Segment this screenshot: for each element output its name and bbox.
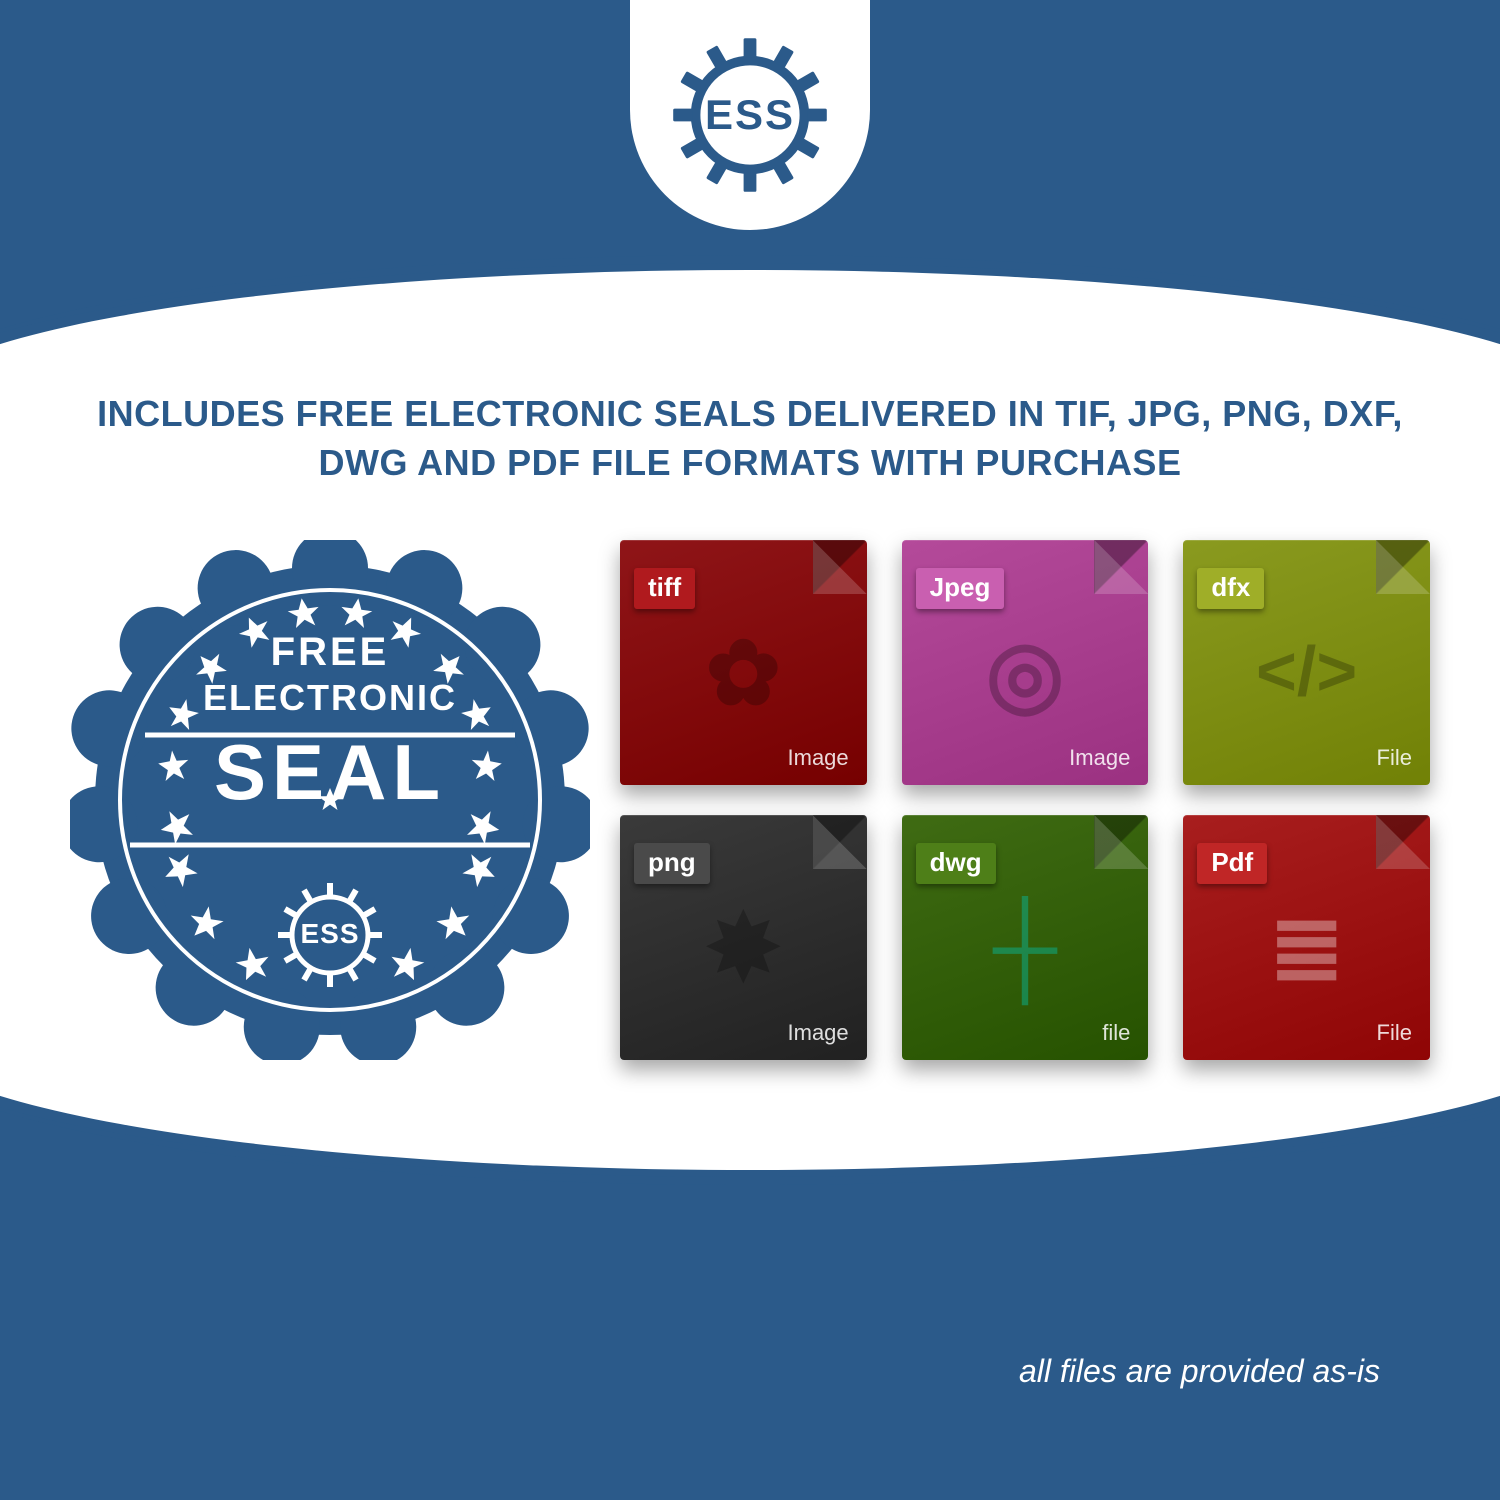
file-format-grid: tiff ✿ Image Jpeg ◎ Image dfx </> File p… — [620, 540, 1430, 1060]
file-icon-dwg: dwg ┼ file — [902, 815, 1149, 1060]
seal-text-block: FREE ELECTRONIC SEAL — [70, 630, 590, 818]
file-sub-label: file — [1102, 1020, 1130, 1046]
file-format-label: dwg — [916, 843, 996, 884]
seal-mini-gear-text: ESS — [70, 918, 590, 950]
file-fold-icon — [813, 540, 867, 594]
starburst-icon: ✸ — [706, 896, 781, 1001]
file-sub-label: Image — [788, 745, 849, 771]
file-icon-png: png ✸ Image — [620, 815, 867, 1060]
file-format-label: Jpeg — [916, 568, 1005, 609]
file-fold-icon — [1094, 540, 1148, 594]
free-electronic-seal-badge: FREE ELECTRONIC SEAL ESS — [70, 540, 590, 1060]
crosshair-icon: ┼ — [993, 896, 1057, 999]
gear-flower-icon: ✿ — [706, 621, 781, 726]
file-sub-label: Image — [788, 1020, 849, 1046]
file-icon-dxf: dfx </> File — [1183, 540, 1430, 785]
file-fold-icon — [1094, 815, 1148, 869]
seal-big-word: SEAL — [70, 727, 590, 818]
file-sub-label: Image — [1069, 745, 1130, 771]
document-lines-icon: ≣ — [1269, 896, 1344, 1001]
file-sub-label: File — [1377, 1020, 1412, 1046]
seal-line2: ELECTRONIC — [70, 677, 590, 719]
file-fold-icon — [1376, 540, 1430, 594]
file-fold-icon — [813, 815, 867, 869]
brand-logo-text: ESS — [705, 91, 795, 139]
headline-text: INCLUDES FREE ELECTRONIC SEALS DELIVERED… — [60, 390, 1440, 487]
file-icon-tiff: tiff ✿ Image — [620, 540, 867, 785]
file-icon-jpeg: Jpeg ◎ Image — [902, 540, 1149, 785]
brand-logo-container: ESS — [630, 0, 870, 230]
file-format-label: Pdf — [1197, 843, 1267, 884]
gear-logo: ESS — [670, 35, 830, 195]
file-format-label: png — [634, 843, 710, 884]
code-icon: </> — [1256, 631, 1357, 711]
camera-icon: ◎ — [986, 621, 1065, 726]
footer-disclaimer: all files are provided as-is — [1019, 1353, 1380, 1390]
file-fold-icon — [1376, 815, 1430, 869]
file-sub-label: File — [1377, 745, 1412, 771]
file-format-label: tiff — [634, 568, 695, 609]
file-icon-pdf: Pdf ≣ File — [1183, 815, 1430, 1060]
content-row: FREE ELECTRONIC SEAL ESS tiff ✿ Image Jp… — [70, 520, 1430, 1080]
seal-line1: FREE — [70, 630, 590, 675]
file-format-label: dfx — [1197, 568, 1264, 609]
